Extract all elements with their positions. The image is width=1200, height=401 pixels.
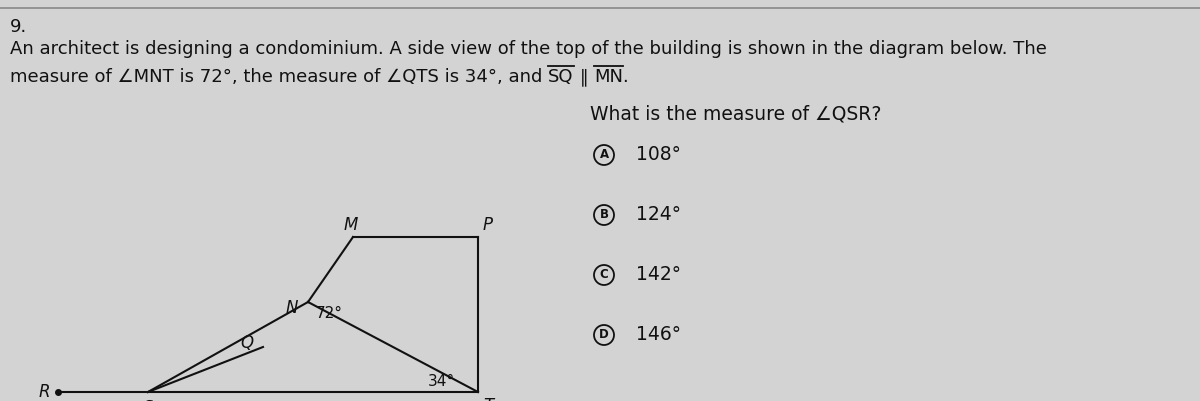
Text: A: A [600,148,608,162]
Text: 108°: 108° [636,146,680,164]
Text: 72°: 72° [316,306,343,321]
Text: T: T [482,397,493,401]
Text: S: S [143,399,154,401]
Text: MN: MN [594,68,623,86]
Text: 142°: 142° [636,265,682,284]
Text: 124°: 124° [636,205,682,225]
Text: 34°: 34° [428,374,455,389]
Text: An architect is designing a condominium. A side view of the top of the building : An architect is designing a condominium.… [10,40,1046,58]
Text: measure of ∠MNT is 72°, the measure of ∠QTS is 34°, and: measure of ∠MNT is 72°, the measure of ∠… [10,68,548,86]
Text: R: R [38,383,49,401]
Text: .: . [623,68,646,86]
Text: ∥: ∥ [574,68,594,86]
Text: N: N [286,299,298,317]
Text: Q: Q [240,334,253,352]
Text: SQ: SQ [548,68,574,86]
Text: What is the measure of ∠QSR?: What is the measure of ∠QSR? [590,105,881,124]
Text: 146°: 146° [636,326,682,344]
Text: 9.: 9. [10,18,28,36]
Text: P: P [482,216,493,234]
Text: C: C [600,269,608,282]
Text: M: M [344,216,358,234]
Text: D: D [599,328,608,342]
Text: B: B [600,209,608,221]
